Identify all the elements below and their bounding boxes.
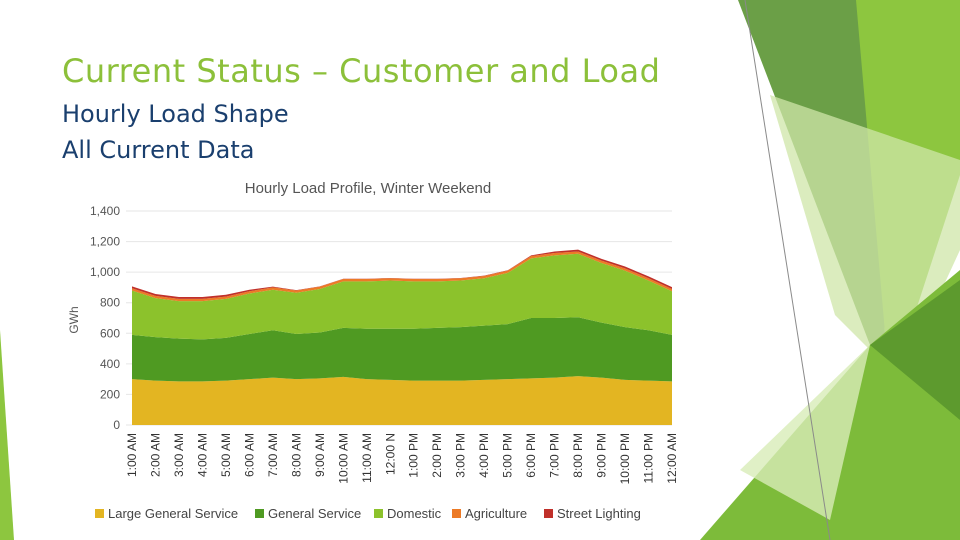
- legend-swatch: [374, 509, 383, 518]
- x-tick-label: 3:00 PM: [454, 433, 468, 478]
- y-axis-label: GWh: [67, 306, 81, 333]
- x-tick-label: 6:00 PM: [524, 433, 538, 478]
- legend: Large General Service General Service Dome…: [95, 506, 641, 521]
- slide-subtitle-line2: All Current Data: [62, 136, 255, 164]
- x-tick-labels: 1:00 AM 2:00 AM 3:00 AM 4:00 AM 5:00 AM 6:00 …: [125, 433, 679, 484]
- slide-subtitle-line1: Hourly Load Shape: [62, 100, 289, 128]
- legend-label: Domestic: [387, 506, 442, 521]
- legend-swatch: [95, 509, 104, 518]
- x-tick-label: 7:00 AM: [266, 433, 280, 477]
- x-tick-label: 12:00 AM: [665, 433, 679, 484]
- y-tick-label: 200: [100, 387, 120, 401]
- y-tick-label: 1,000: [90, 265, 120, 279]
- slide-title: Current Status – Customer and Load: [62, 52, 661, 90]
- area-domestic: [132, 253, 672, 340]
- x-tick-label: 1:00 AM: [125, 433, 139, 477]
- x-tick-label: 11:00 AM: [360, 433, 374, 483]
- x-tick-label: 10:00 AM: [336, 433, 350, 484]
- x-tick-label: 11:00 PM: [642, 433, 656, 483]
- legend-item[interactable]: Domestic: [374, 506, 442, 521]
- deco-bottom-dark: [870, 280, 960, 420]
- x-tick-label: 10:00 PM: [618, 433, 632, 484]
- x-tick-label: 1:00 PM: [407, 433, 421, 478]
- legend-swatch: [544, 509, 553, 518]
- x-tick-label: 5:00 AM: [219, 433, 233, 477]
- y-tick-label: 600: [100, 326, 120, 340]
- x-tick-label: 4:00 AM: [195, 433, 209, 477]
- legend-label: Agriculture: [465, 506, 527, 521]
- legend-label: Street Lighting: [557, 506, 641, 521]
- legend-label: Large General Service: [108, 506, 238, 521]
- area-general-service: [132, 317, 672, 382]
- legend-item[interactable]: Street Lighting: [544, 506, 641, 521]
- x-tick-label: 9:00 AM: [313, 433, 327, 477]
- x-tick-label: 8:00 PM: [571, 433, 585, 478]
- deco-light-panel: [770, 95, 960, 380]
- legend-swatch: [452, 509, 461, 518]
- x-tick-label: 5:00 PM: [501, 433, 515, 478]
- x-tick-label: 12:00 N: [383, 433, 397, 475]
- legend-item[interactable]: Agriculture: [452, 506, 527, 521]
- y-tick-label: 1,200: [90, 235, 120, 249]
- area-agriculture: [132, 251, 672, 302]
- chart-title: Hourly Load Profile, Winter Weekend: [245, 180, 492, 197]
- y-tick-label: 1,400: [90, 204, 120, 218]
- x-tick-label: 3:00 AM: [172, 433, 186, 477]
- x-tick-label: 2:00 PM: [430, 433, 444, 478]
- x-tick-label: 2:00 AM: [148, 433, 162, 477]
- deco-left-sliver: [0, 330, 14, 540]
- x-tick-label: 4:00 PM: [477, 433, 491, 478]
- x-tick-label: 6:00 AM: [242, 433, 256, 477]
- legend-item[interactable]: Large General Service: [95, 506, 238, 521]
- legend-swatch: [255, 509, 264, 518]
- y-tick-label: 0: [113, 418, 120, 432]
- area-large-general-service: [132, 376, 672, 425]
- x-tick-label: 9:00 PM: [595, 433, 609, 478]
- deco-bottom-light: [740, 345, 870, 520]
- stacked-areas: [132, 249, 672, 425]
- y-tick-labels: 0 200 400 600 800 1,000 1,200 1,400: [90, 204, 120, 432]
- y-tick-label: 800: [100, 296, 120, 310]
- deco-line: [744, 0, 831, 540]
- legend-item[interactable]: General Service: [255, 506, 361, 521]
- y-tick-label: 400: [100, 357, 120, 371]
- x-tick-label: 7:00 PM: [548, 433, 562, 478]
- x-tick-label: 8:00 AM: [289, 433, 303, 477]
- legend-label: General Service: [268, 506, 361, 521]
